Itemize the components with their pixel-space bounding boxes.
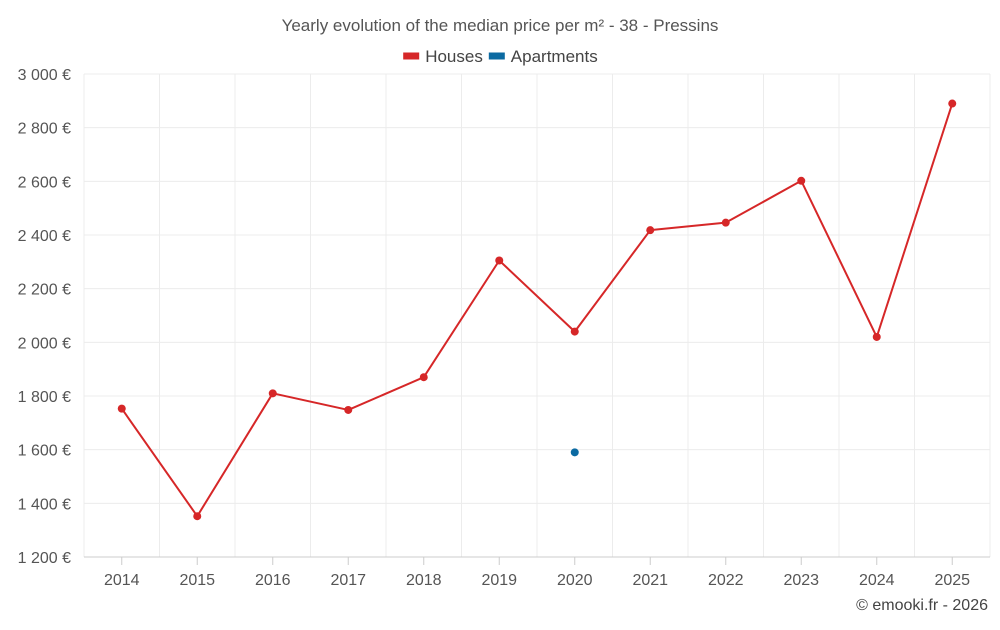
y-tick-label: 2 600 € [18, 174, 71, 191]
x-tick-label: 2018 [406, 572, 442, 589]
houses-point-2015 [193, 512, 202, 521]
houses-point-2021 [646, 226, 655, 235]
houses-point-2016 [268, 389, 277, 398]
chart-title: Yearly evolution of the median price per… [282, 16, 719, 35]
legend-swatch-apartments [488, 52, 505, 60]
y-tick-label: 1 600 € [18, 443, 71, 460]
houses-point-2014 [117, 404, 126, 413]
y-tick-label: 1 800 € [18, 389, 71, 406]
y-tick-label: 2 800 € [18, 121, 71, 138]
x-tick-label: 2017 [330, 572, 366, 589]
houses-point-2019 [495, 256, 504, 265]
x-tick-label: 2022 [708, 572, 744, 589]
apartments-point-2020 [570, 448, 579, 457]
houses-point-2024 [872, 332, 881, 341]
x-tick-label: 2016 [255, 572, 291, 589]
x-tick-label: 2014 [104, 572, 140, 589]
houses-point-2017 [344, 405, 353, 414]
houses-point-2025 [948, 99, 957, 108]
houses-line [120, 103, 954, 518]
x-tick-label: 2020 [557, 572, 593, 589]
x-tick-label: 2024 [859, 572, 895, 589]
y-tick-label: 1 200 € [18, 550, 71, 567]
houses-point-2018 [419, 373, 428, 382]
legend-swatch-houses [403, 52, 420, 60]
axes: 1 200 € 1 400 € 1 600 € 1 800 € 2 000 € 2 200… [18, 67, 990, 589]
credit-text: © emooki.fr - 2026 [856, 597, 988, 614]
y-tick-label: 2 400 € [18, 228, 71, 245]
grid-lines [83, 73, 991, 558]
houses-point-2020 [570, 327, 579, 336]
series-group [117, 99, 957, 521]
x-tick-label: 2015 [179, 572, 215, 589]
apartments-series [570, 448, 579, 457]
x-tick-label: 2025 [934, 572, 970, 589]
x-tick-label: 2021 [632, 572, 668, 589]
houses-point-2023 [797, 176, 806, 185]
legend: Houses Apartments [403, 47, 598, 66]
y-tick-label: 2 200 € [18, 282, 71, 299]
legend-label-apartments: Apartments [511, 47, 598, 66]
y-tick-label: 3 000 € [18, 67, 71, 84]
y-tick-label: 1 400 € [18, 496, 71, 513]
houses-point-2022 [721, 218, 730, 227]
houses-series [117, 99, 957, 521]
x-tick-label: 2023 [783, 572, 819, 589]
y-tick-label: 2 000 € [18, 335, 71, 352]
x-tick-label: 2019 [481, 572, 517, 589]
legend-label-houses: Houses [425, 47, 483, 66]
